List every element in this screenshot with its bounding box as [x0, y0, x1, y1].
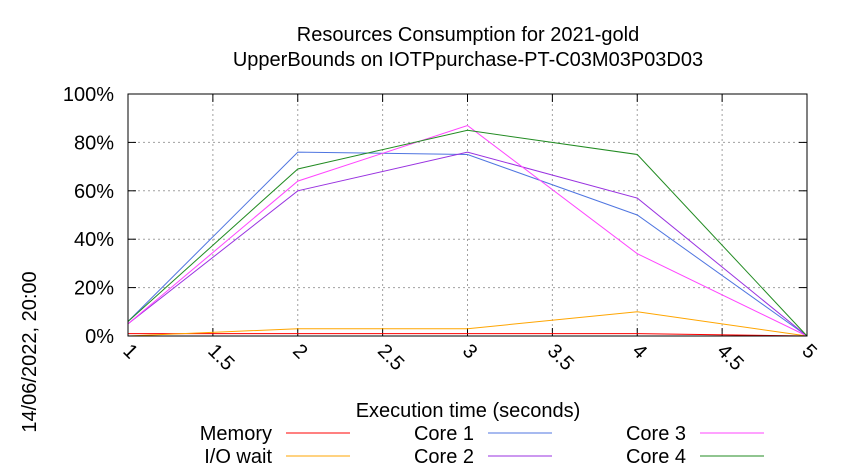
y-tick-label: 20%: [74, 278, 114, 300]
x-tick-label: 4: [628, 340, 651, 363]
chart-subtitle: UpperBounds on IOTPpurchase-PT-C03M03P03…: [233, 49, 703, 71]
legend-label: Memory: [200, 423, 272, 445]
y-tick-label: 40%: [74, 229, 114, 251]
side-timestamp: 14/06/2022, 20:00: [19, 271, 41, 432]
x-tick-label: 2.5: [373, 340, 408, 375]
series-lines: [127, 124, 808, 337]
series-line-core-1: [127, 151, 808, 337]
legend-label: Core 4: [626, 446, 686, 468]
x-tick-label: 3.5: [543, 340, 578, 375]
x-tick-label: 3: [458, 340, 481, 363]
legend-label: Core 1: [414, 423, 474, 445]
x-tick-label: 1: [118, 340, 141, 363]
x-tick-label: 1.5: [203, 340, 238, 375]
chart-title: Resources Consumption for 2021-gold: [297, 24, 639, 46]
x-tick-labels: 1 1.5 2 2.5 3 3.5 4 4.5 5: [118, 340, 820, 375]
series-line-core-2: [127, 151, 808, 337]
y-tick-label: 100%: [63, 84, 114, 106]
y-tick-label: 60%: [74, 181, 114, 203]
y-tick-labels: 0% 20% 40% 60% 80% 100%: [63, 84, 114, 348]
series-line-core-4: [127, 129, 808, 337]
x-tick-label: 4.5: [713, 340, 748, 375]
series-line-memory: [128, 333, 808, 337]
y-tick-label: 0%: [85, 326, 114, 348]
x-tick-label: 2: [288, 340, 311, 363]
legend-label: Core 3: [626, 423, 686, 445]
x-axis-label: Execution time (seconds): [356, 400, 581, 422]
legend-label: Core 2: [414, 446, 474, 468]
x-tick-label: 5: [797, 340, 820, 363]
series-line-i-o-wait: [127, 311, 808, 337]
legend-label: I/O wait: [204, 446, 272, 468]
y-tick-label: 80%: [74, 132, 114, 154]
series-line-core-3: [127, 124, 808, 337]
plot-frame: [127, 93, 808, 337]
